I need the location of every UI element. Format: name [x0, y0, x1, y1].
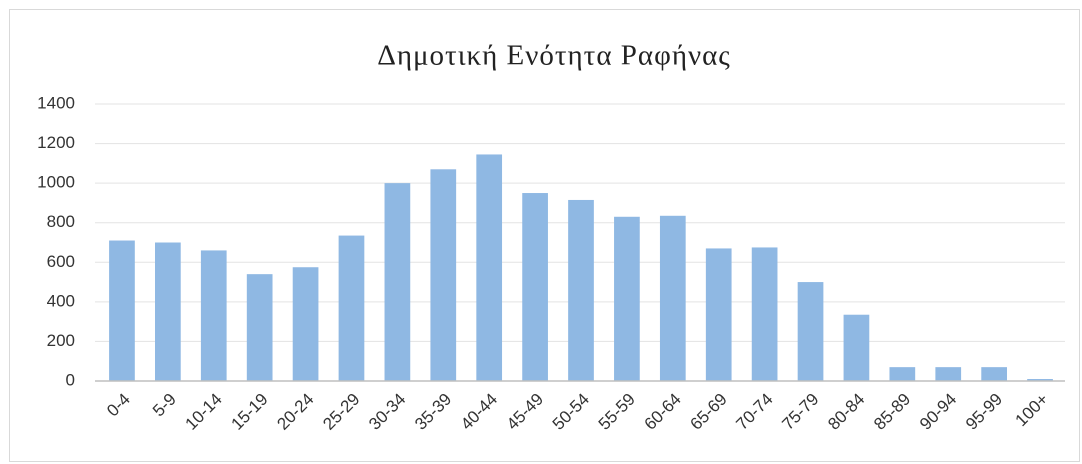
bar: [338, 235, 365, 381]
bar: [246, 274, 273, 381]
bar: [1027, 379, 1053, 381]
bar: [705, 248, 732, 381]
y-tick-label: 800: [47, 212, 75, 231]
y-tick-label: 1400: [37, 93, 75, 112]
y-tick-label: 600: [47, 252, 75, 271]
bar: [659, 215, 686, 381]
bar: [430, 169, 457, 381]
bar: [476, 154, 503, 381]
bar: [292, 267, 319, 381]
y-tick-label: 0: [66, 370, 75, 389]
bar: [889, 367, 916, 381]
bar: [568, 199, 594, 381]
bar: [797, 282, 824, 381]
bar: [522, 193, 548, 381]
y-tick-label: 200: [47, 331, 75, 350]
bar: [155, 242, 181, 381]
chart-title: Δημοτική Ενότητα Ραφήνας: [377, 40, 731, 72]
bar: [109, 240, 135, 381]
bar: [200, 250, 227, 381]
y-tick-label: 1000: [37, 173, 75, 192]
bar: [614, 216, 640, 381]
bar: [751, 247, 778, 381]
bar: [935, 367, 962, 381]
y-tick-label: 1200: [37, 133, 75, 152]
y-tick-label: 400: [47, 291, 75, 310]
bar: [384, 183, 411, 381]
bar: [981, 367, 1007, 381]
bar: [843, 314, 870, 381]
